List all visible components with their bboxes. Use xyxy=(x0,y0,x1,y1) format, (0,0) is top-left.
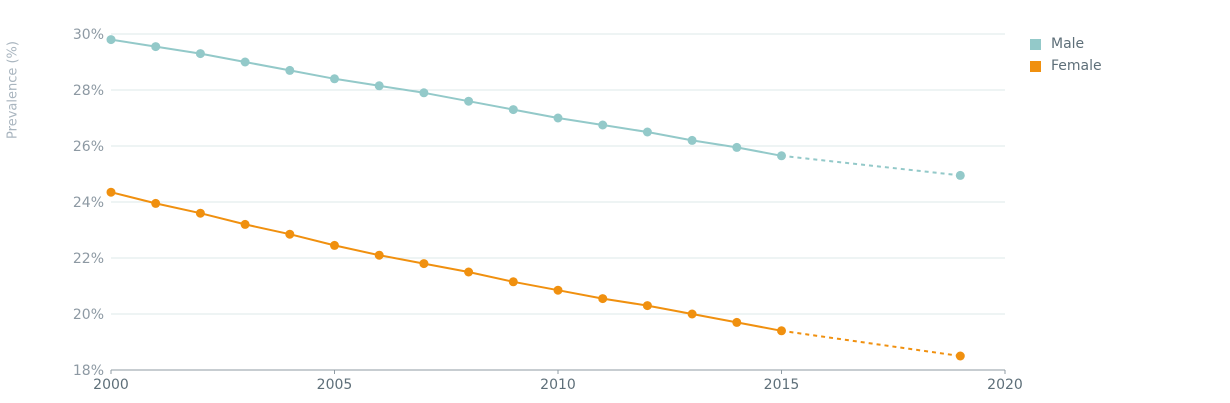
y-tick-label: 26% xyxy=(73,139,104,155)
series xyxy=(106,35,965,361)
data-point xyxy=(598,294,608,304)
legend-label: Male xyxy=(1051,36,1085,52)
legend-swatch xyxy=(1030,60,1041,72)
data-point xyxy=(732,142,742,152)
legend-item: Female xyxy=(1030,55,1102,77)
projected-data-point xyxy=(955,351,965,361)
legend-label: Female xyxy=(1051,58,1102,74)
data-point xyxy=(553,285,563,295)
y-axis-title-wrap: Prevalence (%) xyxy=(0,0,30,180)
data-point xyxy=(508,105,518,115)
legend-swatch xyxy=(1030,38,1041,50)
data-point xyxy=(330,74,339,84)
data-point xyxy=(151,42,161,52)
data-point xyxy=(151,198,161,208)
data-point xyxy=(374,250,384,260)
data-point xyxy=(553,113,563,123)
data-point xyxy=(285,65,295,75)
y-tick-label: 28% xyxy=(73,83,104,99)
x-tick-label: 2015 xyxy=(764,377,800,393)
axes: 18% 20% 22% 24% 26% 28% 30% 2000 2005 2010 2015 202… xyxy=(73,27,1023,393)
series-projection-line xyxy=(781,329,961,357)
x-tick-label: 2005 xyxy=(317,377,353,393)
data-point xyxy=(374,81,384,91)
x-tick-label: 2010 xyxy=(540,377,576,393)
data-point xyxy=(419,88,429,98)
data-point xyxy=(285,229,295,239)
y-tick-label: 20% xyxy=(73,307,104,323)
data-point xyxy=(195,208,205,218)
x-tick-label: 2000 xyxy=(93,377,129,393)
y-tick-label: 24% xyxy=(73,195,104,211)
legend: Male Female xyxy=(1030,33,1102,77)
data-point xyxy=(598,120,608,130)
data-point xyxy=(240,219,250,229)
y-axis-title: Prevalence (%) xyxy=(5,41,21,139)
y-tick-label: 30% xyxy=(73,27,104,43)
data-point xyxy=(106,187,116,197)
data-point xyxy=(330,240,339,250)
y-tick-label: 18% xyxy=(73,363,104,379)
data-point xyxy=(240,57,250,67)
data-point xyxy=(687,309,697,319)
data-point xyxy=(687,135,697,145)
data-point xyxy=(732,317,742,327)
data-point xyxy=(195,49,205,59)
data-point xyxy=(642,127,652,137)
data-point xyxy=(419,259,429,269)
series-line xyxy=(110,191,782,332)
x-tick-label: 2020 xyxy=(987,377,1023,393)
data-point xyxy=(777,151,786,161)
grid xyxy=(111,33,1005,315)
data-point xyxy=(464,96,474,106)
data-point xyxy=(106,35,116,45)
y-tick-label: 22% xyxy=(73,251,104,267)
series-line xyxy=(110,38,782,157)
data-point xyxy=(777,326,786,336)
series-projection-line xyxy=(781,154,961,177)
data-point xyxy=(464,267,474,277)
data-point xyxy=(508,277,518,287)
data-point xyxy=(642,301,652,311)
legend-item: Male xyxy=(1030,33,1102,55)
projected-data-point xyxy=(955,170,965,180)
